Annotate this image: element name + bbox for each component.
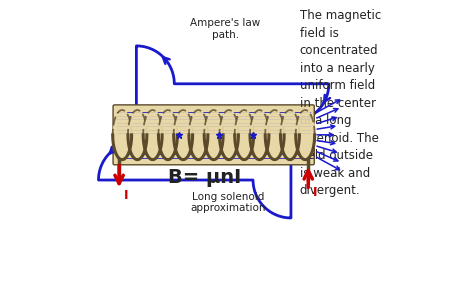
Polygon shape xyxy=(128,135,147,160)
Text: Long solenoid
approximation: Long solenoid approximation xyxy=(191,192,266,213)
Polygon shape xyxy=(219,135,238,160)
Polygon shape xyxy=(189,135,208,160)
Polygon shape xyxy=(143,135,162,160)
Polygon shape xyxy=(281,135,300,160)
Polygon shape xyxy=(113,135,132,160)
Polygon shape xyxy=(296,135,315,160)
Text: Ampere's law
path.: Ampere's law path. xyxy=(190,18,260,40)
FancyBboxPatch shape xyxy=(113,105,314,165)
Polygon shape xyxy=(250,135,269,160)
Text: I: I xyxy=(123,189,128,202)
Text: The magnetic
field is
concentrated
into a nearly
uniform field
in the center
of : The magnetic field is concentrated into … xyxy=(300,9,381,197)
Polygon shape xyxy=(158,135,177,160)
Text: I: I xyxy=(313,186,317,199)
Polygon shape xyxy=(204,135,223,160)
Polygon shape xyxy=(173,135,192,160)
Polygon shape xyxy=(235,135,254,160)
Text: B= μnI: B= μnI xyxy=(168,168,242,187)
Polygon shape xyxy=(265,135,284,160)
